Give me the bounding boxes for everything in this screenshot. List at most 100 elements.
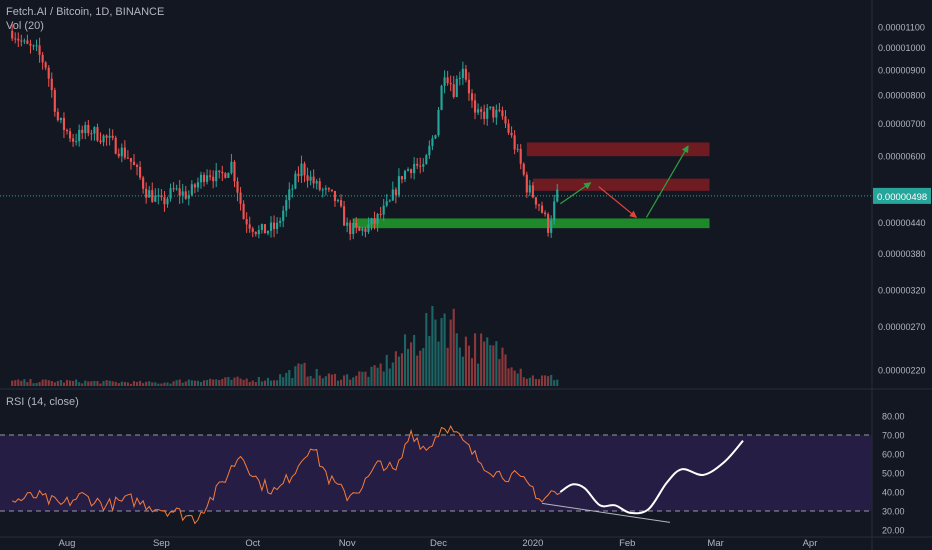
candle-body — [233, 161, 236, 182]
volume-bar — [272, 380, 276, 386]
volume-bar — [309, 375, 312, 386]
candle-body — [343, 206, 346, 226]
candle-body — [355, 222, 358, 227]
volume-bar — [251, 380, 254, 386]
candle-body — [553, 201, 556, 221]
volume-bar — [160, 383, 163, 386]
volume-bar — [239, 378, 242, 386]
volume-bar — [501, 347, 504, 386]
candle-body — [199, 174, 203, 183]
candle-body — [151, 190, 154, 202]
volume-bar — [135, 381, 139, 386]
volume-bar — [367, 376, 370, 386]
volume-bar — [291, 378, 294, 386]
volume-bar — [184, 381, 187, 386]
volume-bar — [108, 380, 111, 386]
candle-body — [23, 40, 26, 42]
projection-arrow-up-2 — [645, 145, 689, 218]
candle-body — [422, 164, 425, 167]
volume-bar — [148, 381, 151, 386]
volume-bar — [534, 378, 538, 386]
candle-body — [315, 181, 318, 184]
volume-bar — [157, 383, 160, 386]
volume-bar — [254, 382, 257, 386]
candle-body — [11, 30, 14, 39]
candle-body — [227, 173, 230, 178]
time-tick-label: Nov — [339, 538, 356, 549]
volume-bar — [282, 377, 285, 386]
candle-body — [236, 181, 239, 193]
volume-bar — [397, 356, 400, 386]
time-tick-label: Aug — [59, 538, 76, 549]
volume-bar — [44, 379, 47, 386]
candle-body — [209, 175, 212, 177]
volume-bar — [224, 377, 227, 386]
candle-body — [406, 169, 410, 171]
volume-bar — [166, 382, 169, 386]
volume-bar — [215, 379, 218, 386]
volume-bar — [123, 381, 126, 386]
candle-body — [434, 135, 437, 139]
candle-body — [544, 212, 547, 215]
volume-bar — [90, 381, 93, 386]
candle-body — [297, 173, 300, 177]
volume-bar — [553, 380, 556, 386]
volume-bar — [14, 380, 17, 386]
volume-bar — [403, 334, 407, 386]
volume-bar — [172, 381, 175, 386]
volume-bar — [413, 334, 416, 386]
price-tick-label: 0.00000380 — [878, 249, 926, 259]
candle-body — [537, 204, 541, 206]
volume-bar — [145, 381, 148, 386]
candle-body — [87, 124, 90, 134]
volume-bar — [68, 380, 72, 386]
candle-body — [84, 124, 87, 134]
candle-body — [17, 38, 20, 41]
candle-body — [504, 116, 507, 124]
candle-body — [312, 176, 315, 184]
price-tick-label: 0.00000320 — [878, 286, 926, 296]
rsi-projection-curve — [559, 440, 744, 515]
resistance-zone-2 — [532, 178, 710, 191]
volume-bar — [300, 364, 303, 386]
price-tick-label: 0.00000270 — [878, 322, 926, 332]
candle-body — [425, 155, 428, 165]
rsi-tick-label: 50.00 — [882, 469, 905, 479]
candle-body — [239, 192, 242, 204]
volume-bar — [81, 383, 84, 386]
candle-body — [464, 68, 467, 80]
candle-body — [477, 109, 480, 113]
candle-body — [324, 188, 327, 190]
candle-body — [38, 45, 41, 55]
candle-body — [78, 129, 81, 142]
candle-body — [32, 45, 35, 47]
volume-bar — [187, 379, 190, 386]
candle-body — [285, 200, 288, 211]
time-tick-label: 2020 — [522, 538, 543, 549]
candle-body — [269, 222, 273, 231]
volume-bar — [385, 354, 388, 386]
candle-body — [72, 138, 75, 142]
volume-bars — [11, 306, 559, 386]
rsi-band — [0, 435, 872, 511]
candle-body — [126, 157, 129, 159]
candle-body — [163, 197, 166, 205]
volume-bar — [343, 375, 346, 386]
volume-bar — [419, 350, 422, 386]
candle-body — [257, 230, 260, 235]
volume-bar — [461, 356, 464, 386]
volume-bar — [458, 347, 461, 386]
volume-bar — [212, 379, 215, 386]
volume-bar — [297, 363, 300, 386]
volume-bar — [547, 376, 550, 386]
volume-bar — [193, 380, 196, 386]
candle-body — [62, 117, 66, 130]
time-tick-label: Dec — [430, 538, 447, 549]
rsi-tick-label: 40.00 — [882, 488, 905, 498]
volume-bar — [236, 376, 239, 386]
candle-body — [385, 201, 388, 206]
candle-body — [288, 189, 291, 201]
volume-bar — [416, 355, 419, 386]
volume-bar — [327, 373, 330, 386]
